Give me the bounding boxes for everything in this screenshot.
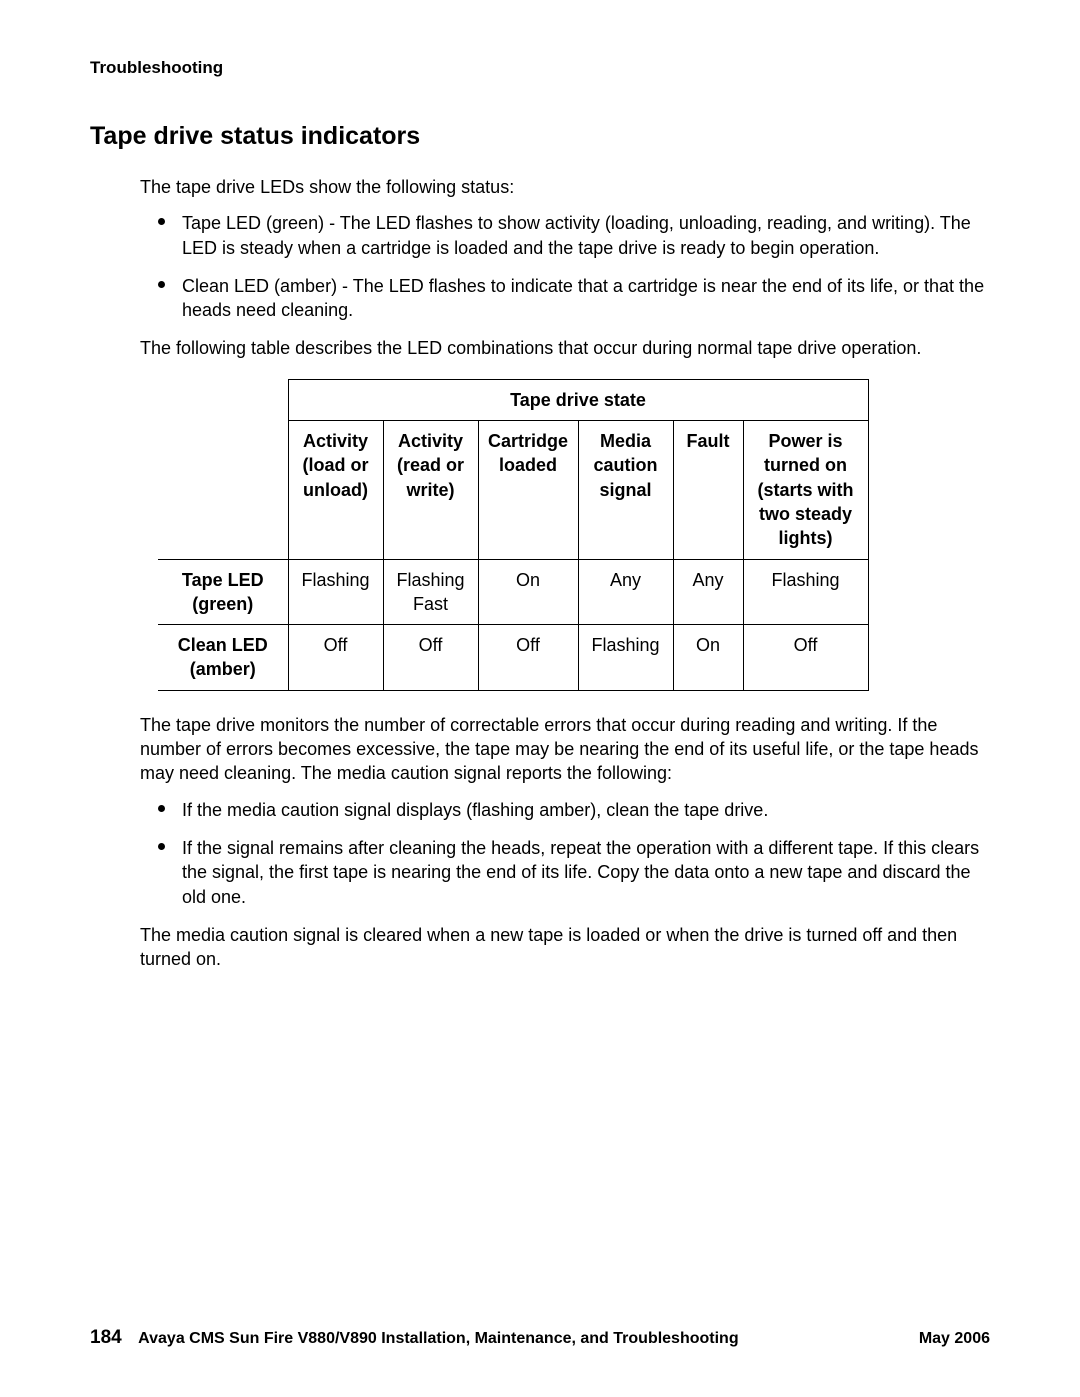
table-col-header: Activity (load or unload) [288,421,383,559]
table-col-header: Power is turned on (starts with two stea… [743,421,868,559]
footer-date: May 2006 [919,1330,990,1348]
intro-para-1: The tape drive LEDs show the following s… [140,175,990,199]
table-row: Clean LED (amber) Off Off Off Flashing O… [158,625,868,691]
after-bullet: If the signal remains after cleaning the… [140,836,990,909]
table-col-header: Media caution signal [578,421,673,559]
intro-bullet: Clean LED (amber) - The LED flashes to i… [140,274,990,323]
table-row-header: Clean LED (amber) [158,625,288,691]
table-col-header: Cartridge loaded [478,421,578,559]
table-spanner-row: Tape drive state [158,379,868,420]
intro-para-2: The following table describes the LED co… [140,336,990,360]
table-row-header: Tape LED (green) [158,559,288,625]
table-cell: Flashing [288,559,383,625]
table-cell: Flashing [578,625,673,691]
table-spanner: Tape drive state [288,379,868,420]
table-header-row: Activity (load or unload) Activity (read… [158,421,868,559]
table-cell: Off [288,625,383,691]
table-cell: On [478,559,578,625]
table-col-header: Activity (read or write) [383,421,478,559]
section-title: Tape drive status indicators [90,122,990,151]
intro-bullet: Tape LED (green) - The LED flashes to sh… [140,211,990,260]
page: Troubleshooting Tape drive status indica… [0,0,1080,1397]
page-footer: 184 Avaya CMS Sun Fire V880/V890 Install… [90,1327,990,1349]
running-header: Troubleshooting [90,58,990,78]
table-cell: Flashing Fast [383,559,478,625]
table-cell: Off [743,625,868,691]
table-col-header: Fault [673,421,743,559]
after-bullets: If the media caution signal displays (fl… [140,798,990,909]
table-cell: Off [383,625,478,691]
footer-left: 184 Avaya CMS Sun Fire V880/V890 Install… [90,1327,739,1349]
table-corner-blank [158,421,288,559]
table-row: Tape LED (green) Flashing Flashing Fast … [158,559,868,625]
table-cell: Any [578,559,673,625]
body: The tape drive LEDs show the following s… [90,175,990,971]
after-bullet: If the media caution signal displays (fl… [140,798,990,822]
footer-title: Avaya CMS Sun Fire V880/V890 Installatio… [138,1330,738,1347]
table-cell: Any [673,559,743,625]
after-para-1: The tape drive monitors the number of co… [140,713,990,786]
table-cell: On [673,625,743,691]
led-state-table: Tape drive state Activity (load or unloa… [158,379,869,691]
page-number: 184 [90,1327,122,1348]
after-para-2: The media caution signal is cleared when… [140,923,990,972]
table-cell: Flashing [743,559,868,625]
table-cell: Off [478,625,578,691]
table-corner-blank [158,379,288,420]
intro-bullets: Tape LED (green) - The LED flashes to sh… [140,211,990,322]
